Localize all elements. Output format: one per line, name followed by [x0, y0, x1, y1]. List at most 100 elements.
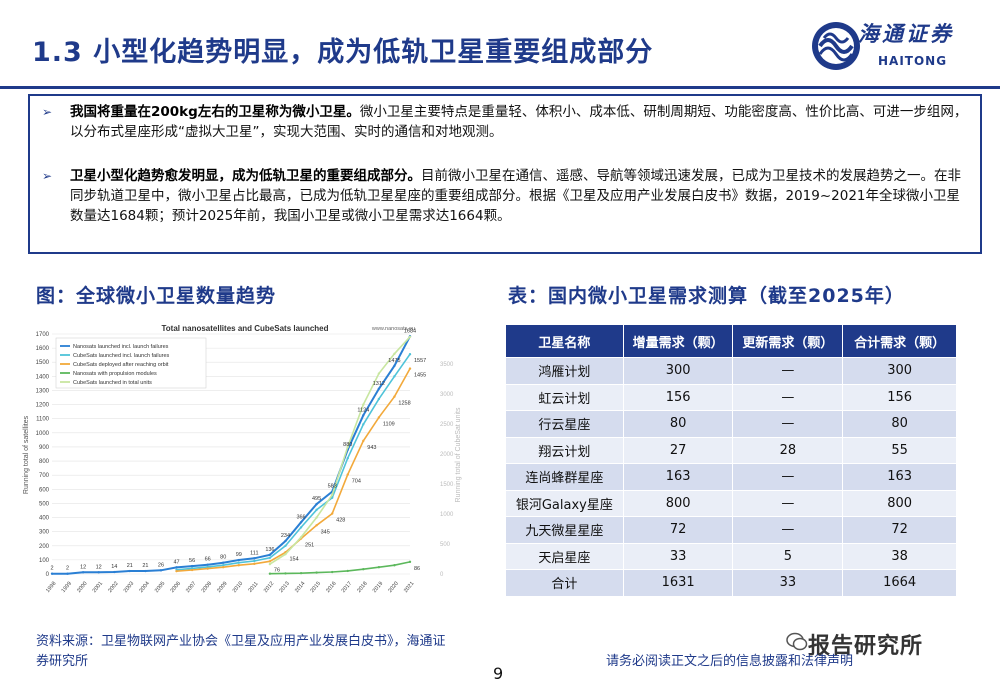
table-cell: 800	[622, 489, 734, 517]
series-line	[269, 561, 411, 575]
table-row: 连尚蜂群星座 163—163	[505, 463, 957, 491]
y-tick-label: 1200	[36, 403, 50, 409]
series-point	[268, 560, 272, 563]
y-tick-label: 1400	[36, 374, 50, 380]
table-cell: —	[732, 410, 844, 438]
arrow-icon: ➢	[42, 169, 53, 183]
data-label: 234	[281, 533, 290, 539]
y-tick-label: 1600	[36, 346, 50, 352]
y-tick-label: 1100	[36, 417, 50, 423]
series-point	[284, 553, 287, 556]
header-rule	[0, 86, 1000, 89]
series-point	[315, 508, 318, 511]
series-point	[284, 539, 287, 543]
series-point	[206, 563, 209, 566]
series-point	[315, 516, 318, 519]
page-title: 1.3 小型化趋势明显，成为低轨卫星重要组成部分	[32, 37, 654, 68]
data-label: 943	[367, 445, 376, 451]
series-point	[237, 564, 240, 567]
table-cell: —	[732, 516, 844, 544]
y-tick-label: 600	[39, 487, 50, 493]
legend-label: Nanosats with propulsion modules	[73, 371, 157, 377]
table-cell: —	[732, 489, 844, 517]
data-label: 21	[142, 563, 148, 569]
haitong-logo-icon	[812, 22, 860, 70]
legend-label: CubeSats deployed after reaching orbit	[73, 362, 169, 368]
data-label: 80	[220, 555, 226, 561]
data-label: 345	[321, 529, 330, 535]
series-point	[362, 568, 365, 571]
series-point	[175, 566, 178, 569]
table-row: 鸿雁计划 300—300	[505, 357, 957, 385]
series-point	[284, 572, 287, 575]
series-point	[97, 571, 100, 574]
data-label: 86	[414, 566, 420, 572]
series-point	[206, 567, 209, 570]
y2-tick-label: 3500	[440, 362, 454, 368]
series-point	[393, 375, 396, 378]
wechat-icon	[786, 632, 808, 651]
table-cell: 300	[622, 357, 734, 385]
series-point	[346, 569, 349, 573]
series-point	[299, 521, 303, 524]
data-label: 47	[173, 559, 179, 565]
table-cell: 72	[622, 516, 734, 544]
series-point	[299, 526, 303, 529]
series-point	[393, 364, 396, 367]
data-label: 66	[205, 557, 211, 563]
data-label: 495	[312, 496, 321, 502]
series-point	[268, 562, 272, 566]
data-label: 704	[352, 479, 361, 485]
table-cell: 80	[622, 410, 734, 438]
series-point	[346, 457, 349, 460]
series-point	[362, 423, 365, 426]
series-point	[81, 571, 85, 574]
y-tick-label: 1000	[36, 431, 50, 437]
series-point	[66, 572, 69, 575]
data-label: 2	[66, 566, 69, 572]
y-tick-label: 100	[39, 558, 50, 564]
series-point	[362, 403, 365, 406]
data-label: 880	[343, 442, 352, 448]
series-point	[222, 566, 225, 569]
table-cell: 行云星座	[505, 410, 624, 438]
chart-title: Total nanosatellites and CubeSats launch…	[162, 324, 329, 333]
source-note: 资料来源：卫星物联网产业协会《卫星及应用产业发展白皮书》，海通证券研究所	[36, 634, 446, 669]
series-point	[175, 569, 178, 573]
table-cell: 156	[622, 383, 734, 411]
satellite-trend-chart: Total nanosatellites and CubeSats launch…	[20, 320, 470, 600]
th-total: 合计需求（颗）	[842, 324, 957, 358]
table-header-row: 卫星名称 增量需求（颗） 更新需求（颗） 合计需求（颗）	[505, 324, 957, 358]
table-cell: 连尚蜂群星座	[505, 463, 624, 491]
series-point	[377, 397, 381, 401]
y2-tick-label: 500	[440, 542, 451, 548]
series-point	[190, 568, 194, 572]
series-point	[253, 557, 256, 560]
data-label: 154	[289, 556, 298, 562]
table-cell: —	[732, 463, 844, 491]
series-point	[268, 553, 272, 556]
data-label: 1312	[373, 381, 385, 387]
series-point	[50, 572, 54, 575]
series-point	[393, 564, 396, 567]
table-cell: —	[732, 383, 844, 411]
series-point	[190, 567, 194, 570]
data-label: 1475	[388, 358, 400, 364]
table-cell: 银河Galaxy星座	[505, 489, 624, 517]
series-point	[206, 565, 209, 569]
watermark: 报告研究所	[808, 634, 924, 659]
series-point	[284, 544, 287, 547]
chart-source-label: www.nanosats.eu	[371, 326, 415, 332]
data-label: 1455	[414, 373, 426, 379]
series-point	[113, 570, 116, 574]
table-cell: 55	[842, 436, 957, 464]
y-tick-label: 700	[39, 473, 50, 479]
summary-bullet-2: ➢ 卫星小型化趋势愈发明显，成为低轨卫星的重要组成部分。目前微小卫星在通信、遥感…	[42, 166, 972, 226]
y-tick-label: 1500	[36, 360, 50, 366]
data-label: 1109	[383, 421, 395, 427]
th-incremental: 增量需求（颗）	[622, 324, 734, 358]
series-point	[315, 571, 318, 574]
disclaimer: 请务必阅读正文之后的信息披露和法律声明	[606, 654, 854, 669]
logo-text-cn: 海通证券	[858, 22, 954, 46]
y-tick-label: 900	[39, 445, 50, 451]
